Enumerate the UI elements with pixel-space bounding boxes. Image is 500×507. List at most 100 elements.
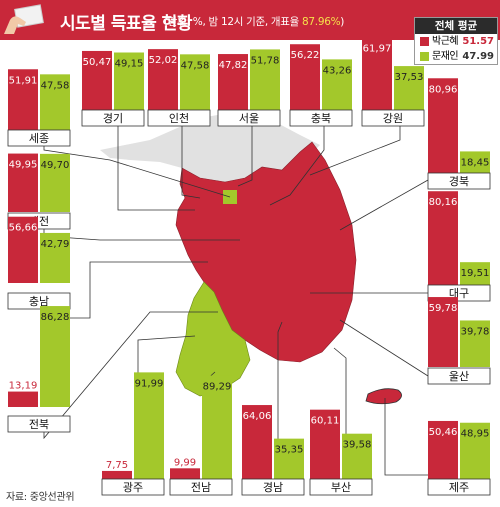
subtitle-text: (단위: %, 밤 12시 기준, 개표율 [164,16,303,28]
value-label-moon-6: 18,45 [461,157,490,168]
region-label-box-13 [169,478,233,496]
leader-line-0 [43,145,231,198]
value-label-park-6: 80,96 [429,84,458,95]
value-label-park-10: 59,78 [429,303,458,314]
region-label-box-2 [147,109,211,127]
region-label-0: 세종 [29,132,49,145]
region-label-7: 대전 [29,215,49,228]
leader-line-1 [117,125,195,211]
national-average-legend: 전체 평균 박근혜 51.57 문재인 47.99 [414,17,498,65]
value-label-moon-15: 39,58 [343,440,372,451]
value-label-moon-14: 35,35 [275,445,304,456]
bar-park-7 [8,153,38,212]
region-label-15: 부산 [331,481,351,494]
region-label-5: 강원 [383,112,403,125]
legend-name-moon: 문재인 [432,51,459,62]
region-label-box-0 [7,129,71,147]
map-jeju [365,388,402,405]
bar-park-8 [8,216,38,283]
leader-line-4 [269,125,325,206]
legend-value-moon: 47.99 [462,51,494,62]
value-label-park-5: 61,97 [363,43,392,54]
chart-title: 시도별 득표율 현황 [60,14,192,34]
leader-line-6 [339,179,429,231]
map-park-region [175,141,357,363]
bar-moon-6 [460,151,490,173]
region-label-2: 인천 [169,111,189,125]
legend-row-park: 박근혜 51.57 [415,34,497,49]
region-label-box-6 [427,172,491,190]
leader-line-12 [137,335,196,476]
bar-moon-15 [342,433,372,480]
leader-line-13 [205,371,216,476]
bar-moon-10 [460,320,490,367]
subtitle-close: ) [340,16,345,28]
leader-line-16 [384,398,428,476]
bar-park-14 [242,405,272,480]
value-label-moon-1: 49,15 [115,58,144,69]
bar-moon-14 [274,438,304,480]
leader-line-14 [277,321,283,476]
value-label-park-11: 13,19 [9,381,38,392]
map-sejong [223,190,237,204]
leader-lines [43,125,429,476]
region-label-box-5 [361,109,425,127]
legend-row-moon: 문재인 47.99 [415,49,497,64]
region-label-9: 대구 [449,287,469,300]
region-label-6: 경북 [449,175,469,188]
value-label-moon-8: 42,79 [41,239,70,250]
region-label-box-7 [7,212,71,230]
value-label-moon-0: 47,58 [41,80,70,91]
value-label-moon-12: 91,99 [135,378,164,389]
value-label-moon-11: 86,28 [41,312,70,323]
bar-moon-12 [134,372,164,480]
bar-park-15 [310,409,340,480]
value-label-park-14: 64,06 [243,411,272,422]
value-label-park-0: 51,91 [9,75,38,86]
value-label-moon-16: 48,95 [461,429,490,440]
bar-park-3 [218,54,248,110]
legend-swatch-moon [420,52,429,61]
value-label-park-3: 47,82 [219,60,248,71]
value-label-moon-4: 43,26 [323,65,352,76]
region-label-box-15 [309,478,373,496]
bar-moon-3 [250,49,280,110]
region-label-12: 광주 [123,481,143,494]
value-label-moon-5: 37,53 [395,72,424,83]
region-label-box-16 [427,478,491,496]
region-label-box-12 [101,478,165,496]
value-label-park-16: 50,46 [429,427,458,438]
legend-name-park: 박근혜 [432,36,459,47]
region-label-11: 전북 [29,418,49,431]
bar-moon-7 [40,153,70,212]
bar-moon-16 [460,422,490,480]
bar-park-1 [82,50,112,110]
bar-park-10 [428,297,458,367]
value-label-park-9: 80,16 [429,197,458,208]
bar-moon-0 [40,74,70,130]
leader-line-5 [309,125,401,176]
value-label-park-12: 7,75 [106,460,128,471]
region-label-3: 서울 [239,112,259,125]
bar-park-0 [8,69,38,130]
bar-moon-5 [394,66,424,110]
region-label-8: 충남 [29,295,49,308]
leader-line-2 [181,125,201,199]
leader-line-15 [333,347,347,476]
bar-park-6 [428,78,458,173]
bar-park-5 [362,37,392,110]
value-label-park-8: 56,66 [9,223,38,234]
region-label-box-14 [241,478,305,496]
region-label-box-11 [7,415,71,433]
bar-moon-8 [40,232,70,283]
leader-line-3 [237,125,253,187]
region-label-13: 전남 [191,481,211,494]
bar-park-16 [428,420,458,480]
region-label-10: 울산 [449,370,469,383]
value-label-park-4: 56,22 [291,50,320,61]
map-moon-region [175,281,251,397]
value-label-moon-7: 49,70 [41,160,70,171]
bar-moon-11 [40,306,70,407]
bar-moon-13 [202,375,232,480]
